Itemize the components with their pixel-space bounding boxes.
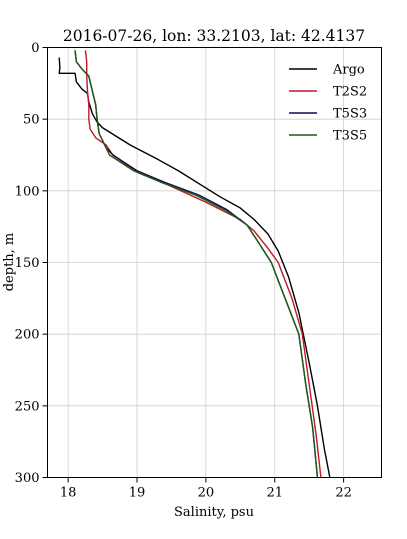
grid-layer	[47, 47, 382, 478]
x-axis-label: Salinity, psu	[174, 505, 254, 520]
series-line-argo	[58, 57, 331, 478]
legend-label: T5S3	[333, 107, 367, 122]
series-line-t3s5	[74, 50, 319, 478]
series-line-t5s3	[74, 50, 319, 478]
x-tick-label: 19	[129, 486, 146, 501]
y-tick-label: 0	[31, 41, 39, 56]
series-line-t2s2	[84, 50, 322, 478]
y-axis-label: depth, m	[2, 233, 17, 292]
y-tick-label: 100	[15, 184, 40, 199]
y-tick-label: 300	[15, 471, 40, 486]
x-tick-label: 20	[198, 486, 215, 501]
ticks-layer: 18 19 20 21 22 0 50 100 150 200 250 300	[15, 41, 352, 501]
x-tick-label: 22	[335, 486, 352, 501]
x-tick-label: 18	[60, 486, 77, 501]
y-tick-label: 50	[23, 113, 40, 128]
y-tick-label: 250	[15, 399, 40, 414]
series-layer	[58, 50, 331, 478]
chart-title: 2016-07-26, lon: 33.2103, lat: 42.4137	[63, 27, 365, 45]
legend: Argo T2S2 T5S3 T3S5	[289, 63, 367, 144]
legend-label: T2S2	[333, 85, 367, 100]
legend-label: Argo	[332, 63, 365, 78]
y-tick-label: 150	[15, 256, 40, 271]
legend-label: T3S5	[333, 129, 367, 144]
x-tick-label: 21	[266, 486, 283, 501]
y-tick-label: 200	[15, 328, 40, 343]
